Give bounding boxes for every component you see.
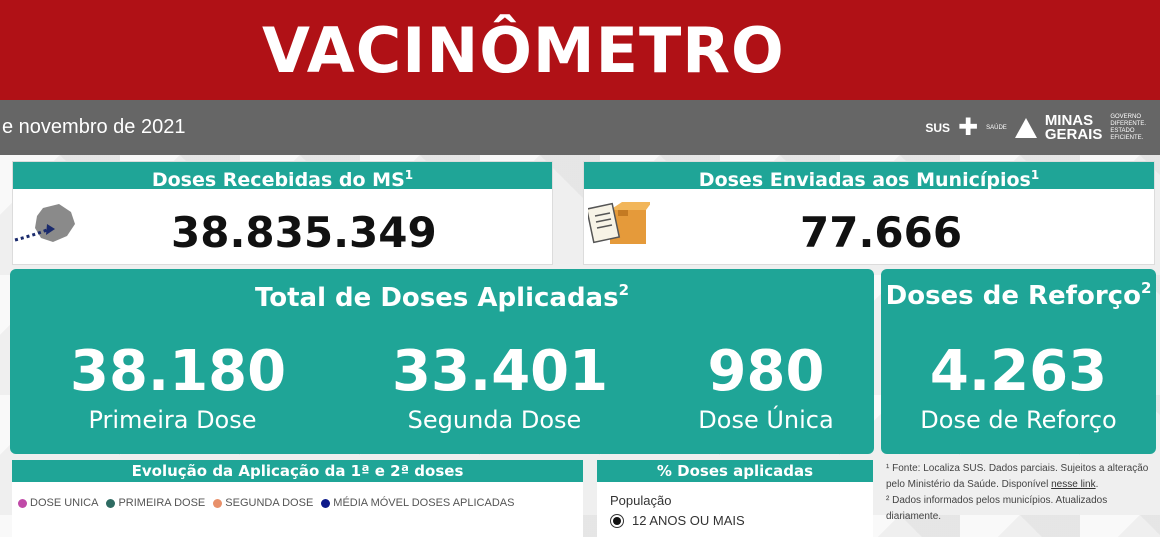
saude-logo-text: SAÚDE — [986, 125, 1007, 131]
total-doses-title: Total de Doses Aplicadas2 — [10, 281, 874, 313]
slogan-line3: ESTADO — [1110, 128, 1135, 134]
source-link[interactable]: nesse link — [1051, 479, 1096, 490]
footnotes: ¹ Fonte: Localiza SUS. Dados parciais. S… — [886, 461, 1156, 525]
doses-recebidas-card: Doses Recebidas do MS1 38.835.349 — [12, 161, 553, 265]
total-doses-title-text: Total de Doses Aplicadas — [254, 283, 619, 313]
doses-recebidas-footnote-marker: 1 — [404, 168, 414, 182]
total-doses-footnote-marker: 2 — [618, 281, 630, 299]
reforco-title: Doses de Reforço2 — [881, 279, 1156, 311]
doses-recebidas-value: 38.835.349 — [171, 208, 437, 257]
percent-doses-header: % Doses aplicadas — [597, 460, 873, 482]
legend-label-media-movel: MÉDIA MÓVEL DOSES APLICADAS — [333, 497, 515, 509]
population-option-label: 12 ANOS OU MAIS — [632, 513, 745, 528]
state-name-line1: MINAS — [1044, 112, 1094, 129]
radio-dot — [613, 516, 621, 525]
legend-item-segunda-dose[interactable]: SEGUNDA DOSE — [213, 497, 313, 509]
date-bar: e novembro de 2021 SUS ✚ SAÚDE MINAS GER… — [0, 100, 1160, 155]
segunda-dose-label: Segunda Dose — [407, 406, 582, 434]
legend-label-dose-unica: DOSE UNICA — [30, 497, 99, 509]
minas-gerais-logo: MINAS GERAIS — [1044, 112, 1103, 143]
dose-unica-label: Dose Única — [698, 406, 834, 434]
update-date: e novembro de 2021 — [2, 116, 186, 138]
total-doses-aplicadas-card: Total de Doses Aplicadas2 38.180 Primeir… — [10, 269, 874, 454]
state-name-line2: GERAIS — [1044, 126, 1103, 143]
legend-dot-primeira-dose — [106, 498, 116, 508]
footnote-2-line1: ² Dados informados pelos municípios. Atu… — [886, 495, 1108, 506]
package-clipboard-icon — [588, 202, 650, 244]
government-slogan: GOVERNO DIFERENTE. ESTADO EFICIENTE. — [1110, 114, 1146, 142]
legend-label-primeira-dose: PRIMEIRA DOSE — [118, 497, 206, 509]
legend-dot-dose-unica — [18, 498, 27, 508]
minas-gerais-triangle-icon — [1014, 118, 1037, 138]
evolucao-legend: DOSE UNICA PRIMEIRA DOSE SEGUNDA DOSE MÉ… — [18, 497, 514, 509]
reforco-footnote-marker: 2 — [1140, 279, 1152, 297]
radio-button-selected[interactable] — [610, 513, 624, 528]
population-option-12-plus[interactable]: 12 ANOS OU MAIS — [610, 513, 745, 528]
slogan-line1: GOVERNO — [1110, 114, 1141, 120]
footnote-1-line2: pelo Ministério da Saúde. Disponível nes… — [886, 477, 1156, 493]
reforco-value: 4.263 — [929, 339, 1108, 404]
doses-enviadas-header: Doses Enviadas aos Municípios1 — [584, 162, 1154, 191]
legend-item-dose-unica[interactable]: DOSE UNICA — [18, 497, 98, 509]
logos: SUS ✚ SAÚDE MINAS GERAIS GOVERNO DIFEREN… — [925, 111, 1146, 145]
reforco-label: Dose de Reforço — [920, 406, 1117, 434]
population-filter-label: População — [610, 493, 672, 508]
footnote-1-end: . — [1095, 479, 1099, 490]
footnote-1-text: pelo Ministério da Saúde. Disponível — [886, 479, 1049, 490]
footnote-1-line1: ¹ Fonte: Localiza SUS. Dados parciais. S… — [886, 463, 1149, 474]
doses-enviadas-value: 77.666 — [800, 208, 963, 257]
page-title: VACINÔMETRO — [262, 14, 785, 87]
dose-unica-value: 980 — [707, 339, 825, 404]
legend-label-segunda-dose: SEGUNDA DOSE — [225, 497, 314, 509]
top-banner: VACINÔMETRO — [0, 0, 1160, 100]
legend-item-primeira-dose[interactable]: PRIMEIRA DOSE — [106, 497, 205, 509]
evolucao-header: Evolução da Aplicação da 1ª e 2ª doses — [12, 460, 583, 482]
doses-reforco-card: Doses de Reforço2 4.263 Dose de Reforço — [881, 269, 1156, 454]
footnote-2-line2: diariamente. — [886, 511, 942, 522]
slogan-line4: EFICIENTE. — [1110, 135, 1144, 141]
doses-recebidas-header: Doses Recebidas do MS1 — [13, 162, 552, 191]
primeira-dose-label: Primeira Dose — [88, 406, 257, 434]
sus-logo-text: SUS — [925, 121, 951, 135]
legend-item-media-movel[interactable]: MÉDIA MÓVEL DOSES APLICADAS — [321, 497, 514, 509]
minas-map-icon — [14, 204, 75, 242]
reforco-title-text: Doses de Reforço — [885, 281, 1141, 311]
doses-enviadas-card: Doses Enviadas aos Municípios1 77.666 — [583, 161, 1155, 265]
doses-enviadas-footnote-marker: 1 — [1030, 168, 1040, 182]
primeira-dose-value: 38.180 — [70, 339, 287, 404]
legend-dot-media-movel — [321, 498, 331, 508]
segunda-dose-value: 33.401 — [392, 339, 609, 404]
doses-recebidas-title: Doses Recebidas do MS — [151, 169, 405, 191]
slogan-line2: DIFERENTE. — [1110, 121, 1146, 127]
legend-dot-segunda-dose — [213, 498, 223, 508]
sus-cross-icon: ✚ — [958, 114, 979, 141]
doses-enviadas-title: Doses Enviadas aos Municípios — [698, 169, 1031, 191]
